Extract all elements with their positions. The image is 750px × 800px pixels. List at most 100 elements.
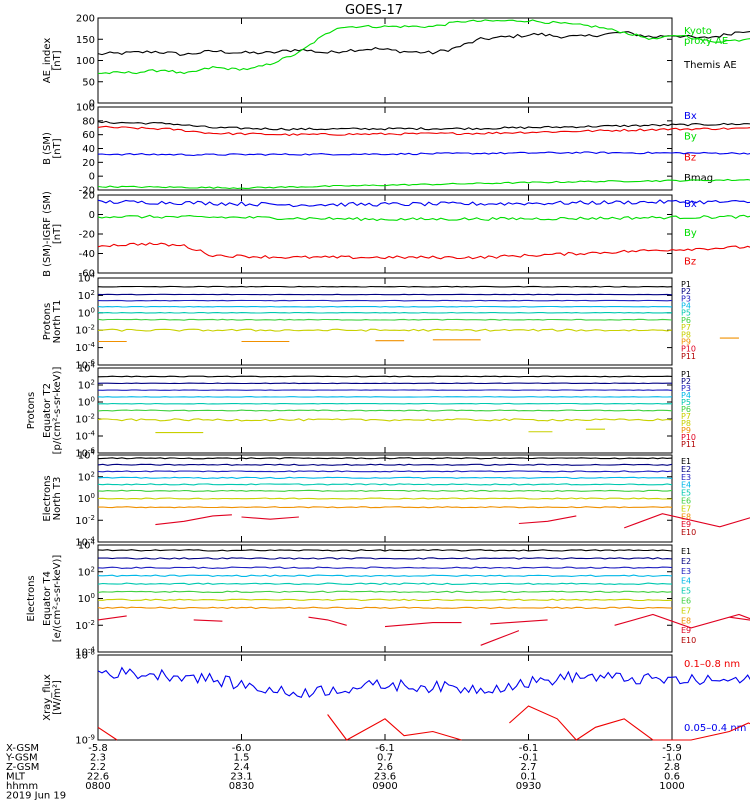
y-tick-label: -40 [79, 249, 95, 260]
legend-entry: E5 [681, 587, 691, 596]
footer-value: 22.6 [87, 772, 109, 783]
y-tick-label: 102 [78, 565, 95, 578]
legend-entry: Bx [684, 199, 697, 210]
y-axis-label: ProtonsNorth T1 [42, 300, 63, 344]
y-tick-label: 0 [89, 99, 95, 110]
y-tick-label: 10-2 [75, 514, 95, 527]
y-axis-label-line: [nT] [52, 224, 63, 244]
footer-value: 2.2 [90, 762, 106, 773]
series-segment [97, 615, 127, 621]
tick-base: 10 [75, 361, 88, 372]
series-line [97, 382, 672, 385]
y-tick-label: 50 [82, 77, 95, 88]
legend-entry: P9 [681, 426, 691, 435]
tick-base: 10 [78, 381, 91, 392]
legend-entry: E7 [681, 606, 691, 615]
series-line [97, 214, 750, 222]
footer-value: 0830 [229, 781, 254, 792]
tick-base: 10 [78, 567, 91, 578]
footer-value: 23.6 [374, 772, 396, 783]
series-line [97, 457, 673, 460]
legend-entry: P2 [681, 377, 691, 386]
panel-frame [97, 654, 673, 741]
y-tick-label: 150 [76, 35, 95, 46]
y-tick-label: -20 [79, 230, 95, 241]
series-line [97, 396, 673, 398]
legend-entry: E3 [681, 567, 691, 576]
y-tick-label: 100 [78, 396, 95, 409]
footer-value: 1000 [659, 781, 684, 792]
series-segment [614, 613, 750, 629]
tick-exponent: -9 [88, 734, 95, 742]
tick-exponent: 2 [91, 565, 95, 573]
tick-base: 10 [75, 432, 88, 443]
legend-entry: Bz [684, 257, 696, 268]
y-tick-label: 10-4 [75, 646, 95, 659]
footer-row-label: X-GSM [6, 743, 39, 754]
series-line [97, 19, 750, 75]
y-tick-label: 104 [78, 449, 96, 462]
legend-entry: P1 [681, 280, 691, 289]
y-axis-label: Electrons Equator T4[e/(cm²-s-sr-keV)] [26, 555, 63, 643]
y-axis-label-line: Electrons [26, 575, 37, 621]
series-segment [729, 616, 750, 621]
y-tick-label: 102 [78, 379, 95, 392]
tick-exponent: -4 [88, 536, 96, 544]
tick-exponent: 0 [91, 396, 95, 404]
tick-exponent: 4 [91, 272, 96, 280]
footer-value: 0.1 [521, 772, 537, 783]
tick-base: 10 [75, 516, 88, 527]
series-line [97, 409, 673, 412]
y-tick-label: 10-6 [75, 359, 95, 372]
series-segment [480, 630, 520, 646]
tick-base: 10 [78, 472, 91, 483]
series-line [97, 463, 673, 466]
series-line [97, 120, 750, 131]
legend-entry: E7 [681, 504, 691, 513]
footer-row-label: hhmm [6, 781, 38, 792]
tick-base: 10 [75, 538, 88, 549]
y-axis-label-line: B (SM)-IGRF (SM) [42, 191, 53, 277]
legend-entry: E9 [681, 626, 691, 635]
panel-bigrf: -60 -40 -20 0 20 B (SM)-IGRF (SM)[nT] Bx By Bz [42, 191, 750, 280]
legend-entry: Themis AE [683, 60, 737, 71]
legend-entry: E1 [681, 547, 691, 556]
y-tick-label: 10-4 [75, 341, 95, 354]
tick-base: 10 [75, 621, 88, 632]
series-line [97, 311, 673, 314]
footer-value: 2.3 [90, 753, 106, 764]
legend-entry: 0.05–0.4 nm [684, 723, 746, 734]
y-axis-label-line: Xray_flux [42, 674, 53, 721]
legend-entry: E2 [681, 557, 691, 566]
series-segment [308, 616, 347, 626]
tick-exponent: -6 [88, 359, 96, 367]
y-tick-label: 100 [78, 492, 95, 505]
y-tick-label: 10-4 [75, 430, 95, 443]
tick-base: 10 [78, 494, 91, 505]
y-axis-label: B (SM)[nT] [42, 132, 63, 165]
tick-base: 10 [78, 274, 91, 285]
tick-exponent: 0 [91, 306, 95, 314]
legend-entry: E8 [681, 616, 691, 625]
y-tick-label: 20 [82, 191, 95, 202]
y-tick-label: 10-6 [75, 447, 95, 460]
legend-entry: P3 [681, 294, 691, 303]
series-line [97, 590, 673, 594]
panel-bsm: -20 0 20 40 60 80 100 B (SM)[nT] Bx By Bz Bmag [42, 103, 750, 197]
tick-base: 10 [75, 736, 88, 747]
tick-base: 10 [78, 451, 91, 462]
series-line [97, 125, 750, 137]
series-line [97, 199, 750, 208]
tick-base: 10 [75, 449, 88, 460]
footer-row-label: Y-GSM [5, 753, 38, 764]
panel-frame [97, 544, 673, 653]
series-line [97, 285, 673, 288]
series-line [97, 318, 673, 321]
legend-entry: P10 [681, 345, 696, 354]
y-tick-label: 100 [76, 56, 95, 67]
y-axis-label: Protons Equator T2[p/(cm²-s-sr-keV)] [26, 367, 63, 455]
